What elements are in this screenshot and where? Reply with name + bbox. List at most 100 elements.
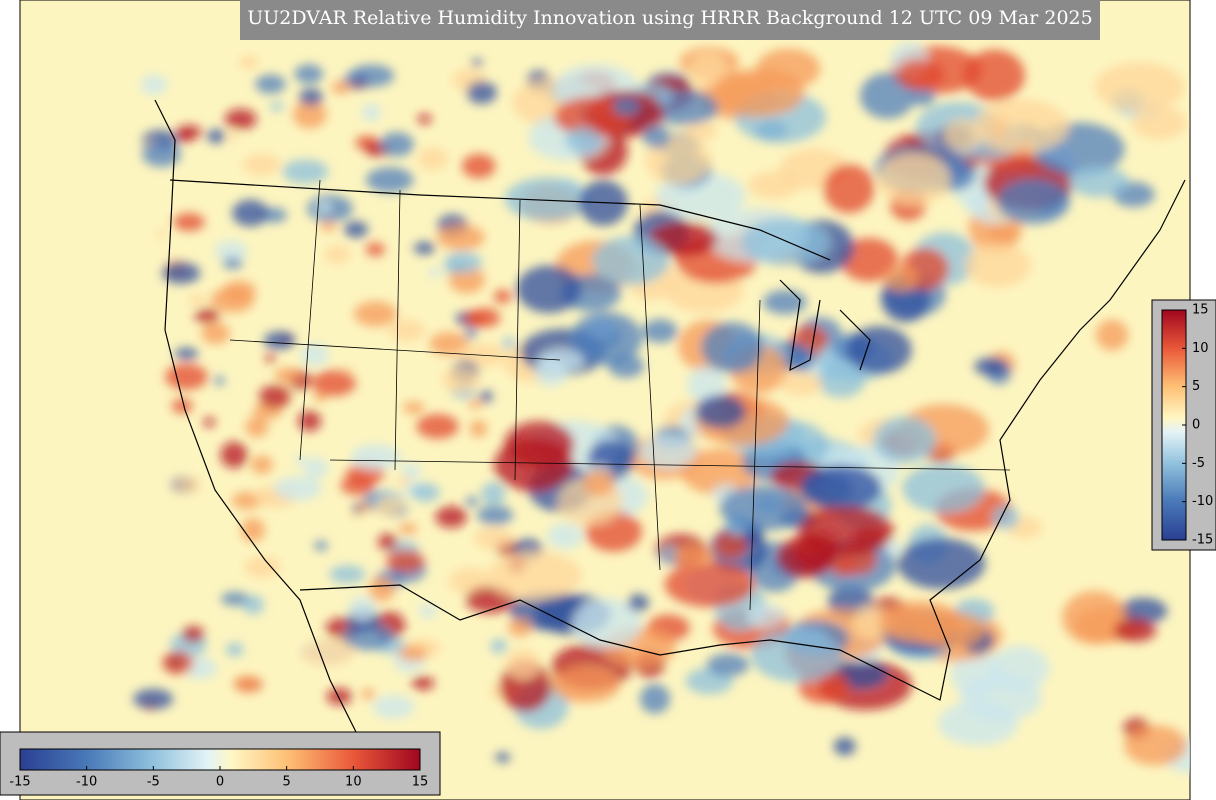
field-blob — [1062, 590, 1127, 645]
field-blob — [319, 222, 337, 232]
field-blob — [501, 337, 516, 349]
field-blob — [565, 127, 601, 154]
field-blob — [964, 243, 1031, 288]
field-blob — [255, 74, 286, 94]
field-blob — [398, 523, 418, 535]
field-blob — [714, 530, 748, 559]
field-blob — [642, 124, 670, 149]
tick-label: -10 — [76, 775, 97, 790]
field-blob — [1113, 618, 1157, 642]
field-blob — [401, 463, 422, 479]
field-blob — [536, 348, 584, 374]
field-blob — [350, 444, 401, 470]
gulf-east-coast — [659, 179, 1186, 701]
field-blob — [294, 64, 324, 84]
field-blob — [505, 648, 540, 679]
field-blob — [173, 213, 205, 232]
field-blob — [250, 455, 273, 474]
field-blob — [799, 465, 882, 511]
field-blob — [298, 88, 324, 106]
field-blob — [465, 496, 479, 507]
field-blob — [326, 687, 353, 706]
tick-label: -5 — [147, 775, 160, 790]
field-blob — [220, 591, 249, 606]
field-blob — [701, 322, 764, 373]
field-blob — [444, 251, 483, 274]
field-blob — [428, 267, 442, 278]
field-blob — [516, 265, 582, 314]
field-blob — [240, 517, 266, 543]
tick-label: 15 — [412, 775, 429, 790]
field-blob — [368, 577, 395, 602]
field-blob — [417, 147, 449, 171]
field-blob — [331, 81, 352, 94]
field-blob — [242, 153, 281, 176]
field-blob — [673, 545, 716, 567]
field-blob — [689, 51, 728, 90]
field-blob — [877, 152, 951, 206]
field-blob — [509, 592, 587, 631]
field-blob — [1119, 597, 1168, 625]
field-blob — [852, 604, 892, 640]
field-blob — [448, 266, 486, 294]
field-blob — [377, 533, 398, 551]
tick-label: 5 — [283, 775, 291, 790]
field-blob — [349, 64, 395, 88]
field-blob — [374, 496, 404, 516]
field-blob — [416, 414, 459, 439]
field-blob — [417, 114, 432, 124]
field-blob — [798, 506, 894, 556]
field-blob — [177, 130, 192, 143]
state-lines — [229, 179, 1011, 611]
field-blob — [779, 371, 823, 396]
field-blob — [746, 603, 786, 629]
field-blob — [259, 385, 291, 409]
boundaries — [154, 99, 1186, 761]
field-blob — [282, 159, 329, 184]
title-bar — [240, 0, 1100, 40]
field-blob — [508, 618, 532, 637]
field-blob — [859, 72, 916, 119]
field-blob — [878, 600, 962, 644]
field-blob — [300, 639, 354, 667]
field-blob — [469, 420, 488, 438]
field-blob — [313, 540, 328, 551]
field-blob — [265, 353, 276, 363]
field-blob — [244, 556, 281, 578]
field-blob — [479, 390, 493, 403]
field-blob — [495, 752, 511, 763]
field-blob — [719, 485, 807, 531]
field-blob — [546, 523, 584, 550]
field-blob — [353, 301, 398, 327]
field-blob — [194, 308, 220, 324]
field-blob — [324, 244, 351, 264]
field-blob — [750, 628, 844, 683]
field-blob — [473, 526, 514, 550]
field-blob — [312, 369, 356, 397]
field-blob — [270, 101, 284, 112]
canada-border — [169, 179, 831, 261]
field-blob — [203, 417, 216, 428]
field-blob — [627, 593, 649, 613]
field-blob — [429, 332, 469, 356]
field-blob — [910, 87, 936, 107]
field-blob — [175, 477, 200, 494]
tick-label: 10 — [345, 775, 362, 790]
field-blob — [316, 201, 331, 214]
field-blob — [741, 218, 830, 266]
field-blob — [224, 108, 257, 130]
field-blob — [706, 653, 750, 677]
field-blob — [461, 153, 496, 179]
field-blob — [361, 688, 375, 700]
field-blob — [833, 737, 856, 756]
field-blob — [274, 367, 302, 383]
field-blob — [403, 401, 425, 414]
field-blob — [304, 457, 328, 479]
field-blob — [162, 262, 201, 284]
field-blob — [687, 365, 726, 405]
field-blob — [680, 448, 759, 495]
field-blob — [1131, 106, 1187, 140]
field-blob — [329, 565, 366, 584]
field-blob — [171, 398, 193, 414]
